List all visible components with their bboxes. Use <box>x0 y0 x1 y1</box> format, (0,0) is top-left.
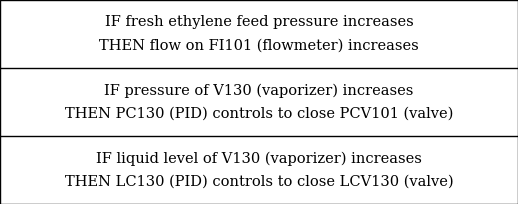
Text: IF fresh ethylene feed pressure increases: IF fresh ethylene feed pressure increase… <box>105 16 413 29</box>
Text: IF pressure of V130 (vaporizer) increases: IF pressure of V130 (vaporizer) increase… <box>104 83 414 98</box>
Text: THEN LC130 (PID) controls to close LCV130 (valve): THEN LC130 (PID) controls to close LCV13… <box>65 175 453 188</box>
Text: THEN PC130 (PID) controls to close PCV101 (valve): THEN PC130 (PID) controls to close PCV10… <box>65 106 453 121</box>
Text: IF liquid level of V130 (vaporizer) increases: IF liquid level of V130 (vaporizer) incr… <box>96 151 422 166</box>
Text: THEN flow on FI101 (flowmeter) increases: THEN flow on FI101 (flowmeter) increases <box>99 39 419 53</box>
